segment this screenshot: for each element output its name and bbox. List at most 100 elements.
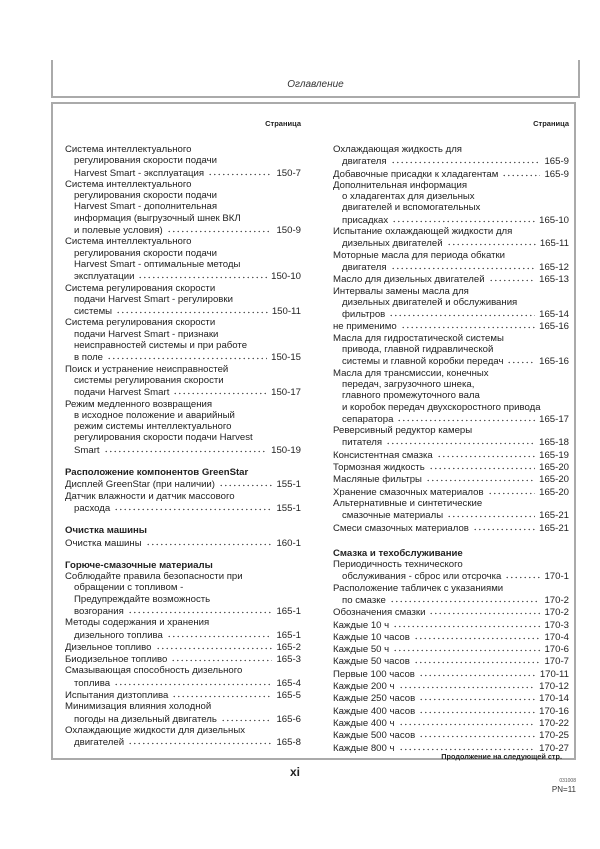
entry-page-number: 170-11 [539,668,569,680]
entry-page-number: 165-13 [539,274,569,286]
entry-page-number: 165-1 [276,605,301,617]
entry-title-line: Режим медленного возвращения [65,398,213,410]
entry-title-line: Масла для трансмиссии, конечных [333,367,489,379]
toc-entry[interactable]: Каждые 400 часов 170-16 [333,704,569,717]
entry-title-line: возгорания [74,605,124,617]
entry-title-line: Методы содержания и хранения [65,617,210,629]
dot-leader [488,273,536,283]
toc-entry[interactable]: Биодизельное топливо 165-3 [65,653,301,665]
entry-title-line: регулирования скорости подачи [74,247,217,259]
toc-entry[interactable]: Дополнительная информация о хладагентах д… [333,180,569,226]
dot-leader [220,712,273,722]
toc-entry[interactable]: Первые 100 часов 170-11 [333,667,569,680]
toc-entry[interactable]: Дисплей GreenStar (при наличии) 155-1 [65,478,301,490]
toc-entry[interactable]: Система интеллектуального регулирования с… [65,179,301,236]
dot-leader [398,680,536,690]
toc-entry[interactable]: Хранение смазочных материалов 165-20 [333,485,569,498]
dot-leader [218,478,273,488]
document-code: 031008 [559,778,576,784]
toc-entry[interactable]: не применимо 165-16 [333,320,569,332]
entry-title-line: Альтернативные и синтетические [333,497,483,509]
dot-leader [472,521,536,531]
entry-title-line: Испытание охлаждающей жидкости для [333,226,513,238]
toc-entry[interactable]: Тормозная жидкость 165-20 [333,461,569,473]
toc-entry[interactable]: Добавочные присадки к хладагентам 165-9 [333,167,569,180]
toc-entry[interactable]: Каждые 50 ч 170-6 [333,643,569,655]
toc-entry[interactable]: Методы содержания и хранения дизельного т… [65,617,301,641]
dot-leader [398,716,536,726]
entry-page-number: 165-18 [539,437,569,449]
dot-leader [419,692,536,702]
toc-entry[interactable]: Испытания дизтоплива 165-5 [65,689,301,701]
entry-title-line: погоды на дизельный двигатель [74,713,217,725]
toc-entry[interactable]: Расположение табличек с указаниями по сма… [333,583,569,607]
toc-entry[interactable]: Система интеллектуального регулирования с… [65,236,301,282]
entry-title-line: расхода [74,502,111,514]
toc-entry[interactable]: Каждые 500 часов 170-25 [333,729,569,741]
entry-title-line: Масляные фильтры [333,474,422,486]
toc-entry[interactable]: Обозначения смазки 170-2 [333,606,569,618]
toc-entry[interactable]: Каждые 200 ч 170-12 [333,680,569,692]
toc-entry[interactable]: Консистентная смазка 165-19 [333,448,569,461]
toc-entry[interactable]: Дизельное топливо 165-2 [65,640,301,653]
toc-entry[interactable]: Каждые 400 ч 170-22 [333,716,569,729]
toc-entry[interactable]: Масло для дизельных двигателей 165-13 [333,273,569,285]
dot-leader [447,509,536,519]
toc-entry[interactable]: Система интеллектуального регулирования с… [65,144,301,179]
toc-entry[interactable]: Масла для трансмиссии, конечных передач, … [333,368,569,425]
entry-title-line: Поиск и устранение неисправностей [65,363,229,375]
entry-title-line: Каждые 500 часов [333,730,416,742]
toc-entry[interactable]: Реверсивный редуктор камеры питателя 165-1… [333,425,569,449]
entry-title-line: Очистка машины [65,537,142,549]
entry-title-line: Добавочные присадки к хладагентам [333,168,499,180]
toc-entry[interactable]: Соблюдайте правила безопасности при обращ… [65,571,301,617]
toc-entry[interactable]: Охлаждающие жидкости для дизельных двигат… [65,725,301,749]
dot-leader [155,640,273,650]
continued-note: Продолжение на следующей стр. [441,752,562,761]
entry-title-line: питателя [342,437,383,449]
toc-entry[interactable]: Периодичность технического обслуживания -… [333,559,569,583]
toc-entry[interactable]: Альтернативные и синтетические смазочные … [333,498,569,522]
toc-entry[interactable]: Каждые 250 часов 170-14 [333,692,569,704]
entry-page-number: 165-4 [276,677,301,689]
toc-entry[interactable]: Масляные фильтры 165-20 [333,473,569,485]
entry-page-number: 150-10 [271,271,301,283]
entry-page-number: 165-3 [276,654,301,666]
entry-title-line: Испытания дизтоплива [65,690,169,702]
entry-title-line: и коробок передач двухскоростного привод… [342,401,541,413]
toc-entry[interactable]: Система регулирования скорости подачи Har… [65,283,301,318]
toc-entry[interactable]: Каждые 50 часов 170-7 [333,655,569,667]
entry-page-number: 150-11 [271,306,301,318]
toc-entry[interactable]: Моторные масла для периода обкатки двигат… [333,250,569,274]
entry-title-line: дизельных двигателей [342,238,443,250]
toc-entry[interactable]: Поиск и устранение неисправностей системы… [65,364,301,399]
entry-page-number: 155-1 [276,479,301,491]
toc-entry[interactable]: Смеси смазочных материалов 165-21 [333,521,569,534]
toc-entry[interactable]: Интервалы замены масла для дизельных двиг… [333,286,569,321]
toc-entry[interactable]: Режим медленного возвращения в исходное п… [65,399,301,456]
toc-entry[interactable]: Каждые 800 ч 170-27 [333,741,569,754]
toc-entry[interactable]: Система регулирования скорости подачи Har… [65,317,301,363]
entry-page-number: 165-16 [539,321,569,333]
entry-title-line: Harvest Smart - оптимальные методы [74,258,241,270]
entry-title-line: Система регулирования скорости [65,282,216,294]
toc-entry[interactable]: Минимизация влияния холодной погоды на ди… [65,701,301,725]
toc-entry[interactable]: Охлаждающая жидкость для двигателя 165-9 [333,144,569,168]
dot-leader [446,237,536,247]
entry-title-line: системы и главной коробки передач [342,356,504,368]
toc-entry[interactable]: Смазывающая способность дизельного топлив… [65,665,301,689]
toc-entry[interactable]: Испытание охлаждающей жидкости для дизель… [333,226,569,250]
dot-leader [386,436,536,446]
entry-page-number: 150-19 [271,444,301,456]
entry-title-line: Смеси смазочных материалов [333,522,469,534]
toc-entry[interactable]: Каждые 10 часов 170-4 [333,630,569,643]
dot-leader [172,689,273,699]
entry-title-line: Расположение табличек с указаниями [333,582,504,594]
entry-title-line: Система регулирования скорости [65,317,216,329]
entry-page-number: 165-20 [539,486,569,498]
dot-leader [116,305,268,315]
toc-entry[interactable]: Масла для гидростатической системы привод… [333,333,569,368]
toc-entry[interactable]: Датчик влажности и датчик массового расхо… [65,491,301,515]
toc-entry[interactable]: Очистка машины 160-1 [65,536,301,549]
toc-entry[interactable]: Каждые 10 ч 170-3 [333,618,569,631]
